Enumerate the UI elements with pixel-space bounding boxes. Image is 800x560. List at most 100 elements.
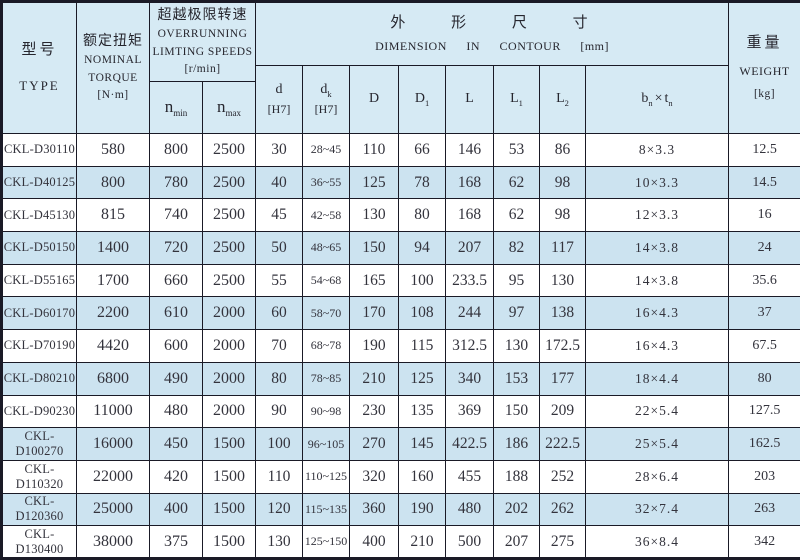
cell-L1: 82 — [493, 231, 540, 265]
cell-weight: 67.5 — [728, 329, 800, 363]
cell-L1: 62 — [493, 165, 540, 200]
cell-D: 125 — [349, 165, 399, 200]
table-header: 型号 TYPE 额定扭矩 NOMINAL TORQUE [N·m] 超越极限转速… — [1, 1, 800, 134]
cell-D1: 94 — [398, 231, 446, 265]
cell-n_max: 1500 — [202, 525, 256, 559]
cell-d_k: 78~85 — [302, 361, 350, 396]
cell-b_t: 8×3.3 — [584, 133, 730, 167]
cell-b_t: 18×4.4 — [584, 361, 730, 396]
cell-type: CKL-D30110 — [1, 133, 77, 167]
header-torque-en1: NOMINAL — [84, 54, 142, 67]
cell-n_min: 720 — [149, 231, 203, 265]
cell-L2: 252 — [539, 459, 586, 494]
cell-b_t: 10×3.3 — [584, 165, 730, 200]
cell-b_t: 14×3.8 — [584, 263, 730, 298]
cell-D1: 210 — [398, 525, 446, 559]
header-speeds-zh: 超越极限转速 — [157, 7, 248, 23]
cell-D: 360 — [349, 492, 399, 527]
cell-d_k: 58~70 — [302, 296, 350, 331]
cell-L2: 98 — [539, 198, 586, 233]
cell-type: CKL-D120360 — [1, 492, 77, 527]
cell-torque: 2200 — [76, 296, 150, 331]
cell-weight: 162.5 — [728, 427, 800, 461]
cell-n_max: 2000 — [202, 394, 256, 429]
cell-L1: 150 — [493, 394, 540, 429]
cell-L2: 86 — [539, 133, 586, 167]
cell-d_k: 68~78 — [302, 329, 350, 363]
cell-b_t: 16×4.3 — [584, 296, 730, 331]
cell-weight: 342 — [728, 525, 800, 559]
cell-n_min: 660 — [149, 263, 203, 298]
header-type: 型号 TYPE — [1, 1, 77, 134]
cell-L1: 53 — [493, 133, 540, 167]
cell-L1: 62 — [493, 198, 540, 233]
cell-type: CKL-D55165 — [1, 263, 77, 298]
cell-torque: 11000 — [76, 394, 150, 429]
cell-D1: 108 — [398, 296, 446, 331]
cell-D1: 135 — [398, 394, 446, 429]
header-col-dk: dk [H7] — [302, 65, 350, 134]
cell-weight: 127.5 — [728, 394, 800, 429]
cell-weight: 24 — [728, 231, 800, 265]
cell-L: 244 — [445, 296, 494, 331]
cell-d: 120 — [255, 492, 303, 527]
cell-D1: 78 — [398, 165, 446, 200]
cell-D: 130 — [349, 198, 399, 233]
cell-L2: 222.5 — [539, 427, 586, 461]
cell-b_t: 25×5.4 — [584, 427, 730, 461]
header-type-zh: 型号 — [21, 42, 58, 59]
cell-b_t: 12×3.3 — [584, 198, 730, 233]
cell-n_min: 375 — [149, 525, 203, 559]
cell-d_k: 115~135 — [302, 492, 350, 527]
header-col-L: L — [445, 65, 494, 134]
table-row: CKL-D40125 800 780 2500 40 36~55 125 78 168 62 98 1… — [1, 165, 800, 200]
cell-b_t: 14×3.8 — [584, 231, 730, 265]
cell-torque: 1400 — [76, 231, 150, 265]
header-col-bt: bn × tn — [584, 65, 730, 134]
cell-torque: 1700 — [76, 263, 150, 298]
table-row: CKL-D110320 22000 420 1500 110 110~125 320 160 4… — [1, 459, 800, 494]
cell-d_k: 36~55 — [302, 165, 350, 200]
header-row-1: 型号 TYPE 额定扭矩 NOMINAL TORQUE [N·m] 超越极限转速… — [1, 1, 800, 134]
cell-D: 320 — [349, 459, 399, 494]
header-weight-zh: 重量 — [746, 34, 783, 51]
cell-n_max: 2500 — [202, 198, 256, 233]
cell-L: 369 — [445, 394, 494, 429]
header-col-L1: L1 — [493, 65, 540, 134]
cell-D: 230 — [349, 394, 399, 429]
cell-d: 90 — [255, 394, 303, 429]
cell-D: 150 — [349, 231, 399, 265]
cell-type: CKL-D50150 — [1, 231, 77, 265]
cell-D: 190 — [349, 329, 399, 363]
cell-d: 30 — [255, 133, 303, 167]
table-row: CKL-D60170 2200 610 2000 60 58~70 170 108 244 97 1… — [1, 296, 800, 331]
cell-L1: 186 — [493, 427, 540, 461]
cell-n_min: 400 — [149, 492, 203, 527]
cell-L: 168 — [445, 198, 494, 233]
cell-d_k: 28~45 — [302, 133, 350, 167]
header-dimension: 外 形 尺 寸 DIMENSION IN CONTOUR [mm] — [254, 1, 730, 66]
cell-L: 340 — [445, 361, 494, 396]
cell-d: 50 — [255, 231, 303, 265]
header-torque-zh: 额定扭矩 — [83, 33, 143, 49]
cell-d_k: 48~65 — [302, 231, 350, 265]
cell-d: 80 — [255, 361, 303, 396]
cell-n_min: 740 — [149, 198, 203, 233]
cell-D: 270 — [349, 427, 399, 461]
cell-torque: 800 — [76, 165, 150, 200]
cell-n_min: 490 — [149, 361, 203, 396]
cell-type: CKL-D70190 — [1, 329, 77, 363]
cell-torque: 580 — [76, 133, 150, 167]
cell-L1: 202 — [493, 492, 540, 527]
cell-torque: 6800 — [76, 361, 150, 396]
cell-D1: 145 — [398, 427, 446, 461]
cell-L: 500 — [445, 525, 494, 559]
cell-weight: 35.6 — [728, 263, 800, 298]
header-speeds: 超越极限转速 OVERRUNNING LIMTING SPEEDS [r/min… — [149, 1, 256, 82]
cell-torque: 22000 — [76, 459, 150, 494]
cell-n_max: 2000 — [202, 296, 256, 331]
table-row: CKL-D130400 38000 375 1500 130 125~150 400 210 5… — [1, 525, 800, 559]
cell-type: CKL-D100270 — [1, 427, 77, 461]
cell-weight: 14.5 — [728, 165, 800, 200]
